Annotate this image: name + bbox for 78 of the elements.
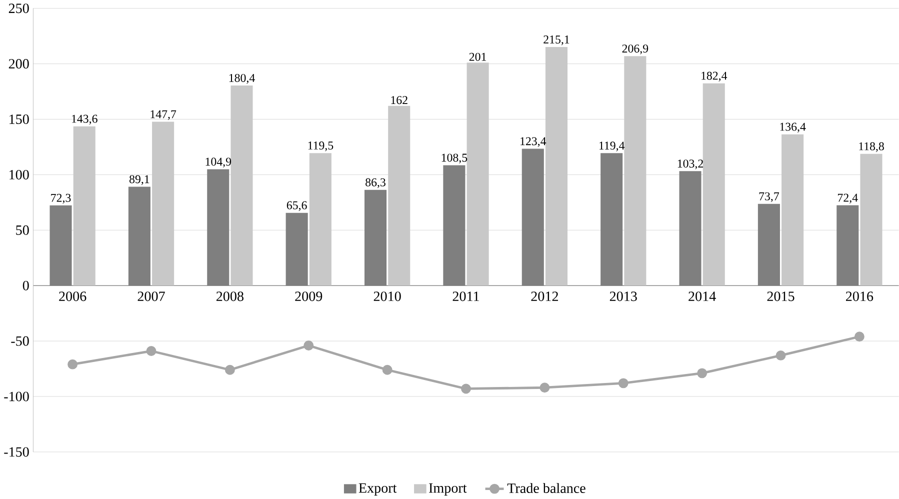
point — [224, 364, 235, 375]
legend-label: Export — [358, 483, 397, 496]
point — [68, 359, 78, 370]
point — [697, 368, 708, 378]
x-tick-label: 2008 — [216, 292, 244, 302]
bar — [860, 154, 882, 286]
bar — [309, 153, 332, 286]
data-label: 201 — [469, 52, 486, 61]
bar — [230, 86, 253, 286]
data-label: 119,4 — [599, 142, 625, 152]
y-tick-label: 150 — [10, 114, 29, 124]
x-tick-label: 2012 — [531, 292, 558, 302]
data-label: 118,8 — [859, 142, 884, 152]
legend-label: Trade balance — [507, 483, 586, 494]
point — [461, 384, 471, 394]
point — [618, 378, 628, 388]
legend-label: Import — [429, 483, 467, 496]
x-tick-label: 2015 — [767, 292, 794, 302]
data-label: 104,9 — [206, 158, 232, 168]
data-label: 182,4 — [702, 72, 728, 82]
y-tick-label: 0 — [22, 280, 29, 290]
bar — [600, 153, 623, 286]
x-tick-label: 2011 — [452, 292, 479, 302]
y-tick-label: 200 — [8, 59, 29, 69]
bar — [702, 83, 725, 286]
data-label: 215,1 — [544, 36, 570, 46]
data-label: 65,6 — [286, 201, 307, 212]
data-label: 119,5 — [308, 142, 334, 152]
bar — [836, 205, 859, 286]
bar — [50, 206, 72, 286]
data-label: 72,3 — [51, 194, 71, 204]
bar — [388, 106, 410, 286]
y-tick-label: -150 — [4, 447, 29, 457]
data-label: 162 — [391, 96, 408, 104]
data-label: 73,7 — [759, 192, 780, 202]
point — [382, 364, 392, 375]
data-label: 123,4 — [520, 137, 546, 147]
point — [146, 346, 156, 356]
data-label: 147,7 — [150, 110, 176, 120]
x-tick-label: 2007 — [138, 292, 165, 302]
x-tick-label: 2010 — [374, 292, 401, 302]
bar — [466, 62, 489, 286]
data-label: 180,4 — [229, 74, 255, 84]
data-label: 86,3 — [366, 178, 386, 188]
bar — [207, 169, 230, 286]
y-tick-label: 100 — [10, 170, 29, 180]
bar — [782, 134, 804, 286]
x-tick-label: 2006 — [59, 292, 86, 302]
x-tick-label: 2013 — [610, 292, 637, 302]
point — [304, 340, 314, 351]
bar — [128, 186, 150, 286]
bar — [758, 204, 780, 286]
data-label: 143,6 — [72, 114, 98, 125]
bar — [545, 47, 568, 286]
bar — [286, 212, 308, 286]
bar — [679, 171, 702, 286]
data-label: 108,5 — [442, 154, 468, 164]
bar — [152, 122, 174, 286]
y-tick-label: -50 — [11, 336, 29, 346]
y-tick-label: 50 — [16, 225, 29, 235]
bar — [522, 148, 544, 286]
data-label: 136,4 — [780, 122, 806, 133]
bar — [624, 56, 646, 286]
bar — [443, 165, 466, 286]
point — [854, 332, 864, 342]
bar — [364, 190, 387, 286]
data-label: 72,4 — [838, 194, 858, 204]
x-tick-label: 2016 — [846, 292, 874, 302]
y-tick-label: -100 — [4, 392, 29, 402]
data-label: 103,2 — [678, 160, 703, 170]
point — [776, 350, 786, 361]
bar — [73, 126, 96, 286]
y-tick-label: 250 — [8, 4, 29, 14]
data-label: 206,9 — [622, 44, 648, 54]
x-tick-label: 2014 — [688, 292, 716, 302]
point — [540, 382, 550, 393]
x-tick-label: 2009 — [295, 292, 322, 302]
data-label: 89,1 — [129, 175, 150, 186]
